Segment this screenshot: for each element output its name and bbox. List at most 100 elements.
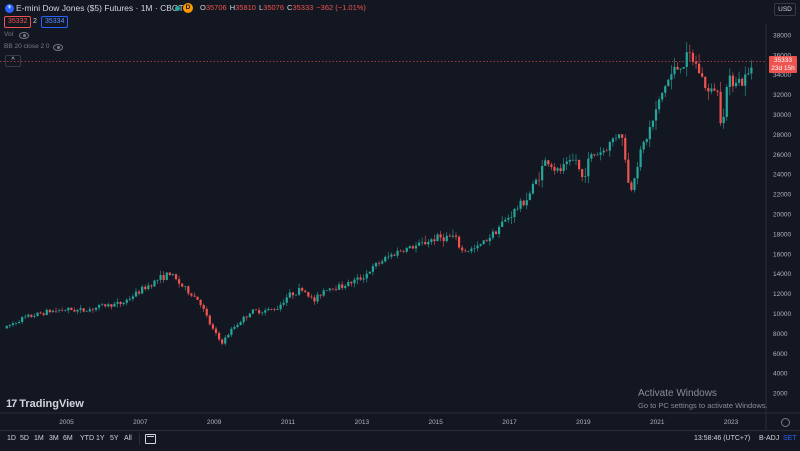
x-tick-label: 2021 [650,419,665,426]
buy-button[interactable]: 35334 [41,16,69,28]
candle-body [76,309,79,312]
candle-body [581,169,584,177]
bottom-toolbar [0,430,800,451]
calendar-icon[interactable] [145,434,156,444]
candle-body [510,217,513,218]
candle-body [316,294,319,302]
gear-icon[interactable] [781,418,790,427]
price-axis[interactable]: 2000 4000 6000 8000 10000 12000 14000 16000 1800… [773,32,791,397]
back-adjust-toggle[interactable]: B-ADJ [759,435,780,442]
timeframe-button-1m[interactable]: 1M [34,435,44,442]
candle-body [245,316,248,318]
eye-icon[interactable] [19,32,29,39]
candle-body [270,308,273,310]
candle-body [654,109,658,121]
candle-body [224,337,227,344]
ohlc-key: H [229,3,236,12]
x-tick-label: 2009 [207,419,222,426]
candle-body [350,282,353,284]
timeframe-button-ytd[interactable]: YTD [80,435,94,442]
candle-body [221,339,224,344]
candle-body [313,297,316,302]
eye-icon[interactable] [53,44,63,51]
candle-body [97,304,101,308]
candle-body [5,325,8,329]
ohlc-values: O35706 H35810 L35076 C35333 −362 (−1.01%) [200,3,369,12]
bb-indicator-label[interactable]: BB 20 close 2 0 [4,43,50,50]
candle-body [633,178,636,190]
y-tick-label: 36000 [773,52,791,59]
candle-body [473,248,476,249]
delayed-badge[interactable]: D [183,3,193,13]
candle-body [88,309,91,312]
candle-body [113,303,116,307]
ohlc-key: C [287,3,293,12]
last-price-value: 35333 [773,57,793,64]
candle-body [328,288,331,291]
candle-body [261,312,264,314]
candle-body [424,241,427,245]
candle-body [725,87,728,117]
collapse-legend-button[interactable]: ^ [5,55,21,67]
timeframe-button-1d[interactable]: 1D [7,435,16,442]
candle-body [685,52,688,68]
timeframe-button-5y[interactable]: 5Y [110,435,119,442]
y-tick-label: 12000 [773,291,791,298]
timeframe-button-3m[interactable]: 3M [49,435,59,442]
candle-body [528,193,531,201]
activate-windows-title: Activate Windows [638,388,717,399]
sell-button[interactable]: 35332 [4,16,32,28]
candle-body [599,152,602,155]
volume-indicator-label[interactable]: Vol [4,31,14,38]
symbol-title[interactable]: E-mini Dow Jones ($5) Futures · 1M · CBO… [16,3,184,13]
candle-body [405,248,408,252]
candle-body [719,91,722,124]
candle-body [359,277,362,280]
candle-body [442,237,445,242]
candle-body [177,279,181,284]
candle-body [497,226,501,235]
candle-body [636,167,639,179]
clock-time[interactable]: 13:58:46 (UTC+7) [694,435,751,442]
candle-body [590,154,593,159]
candle-body [747,73,750,75]
x-tick-label: 2013 [355,419,370,426]
settlement-toggle[interactable]: SET [783,435,797,442]
candle-body [365,273,368,279]
candle-body [387,256,390,258]
timeframe-button-6m[interactable]: 6M [63,435,73,442]
timeframe-button-all[interactable]: All [124,435,132,442]
time-axis[interactable]: 2005 2007 2009 2011 2013 2015 2017 2019 2021 2023 [59,419,738,426]
tradingview-logo[interactable]: 17 TradingView [6,398,84,410]
candle-body [602,150,605,153]
candle-body [390,254,393,257]
candle-body [408,246,411,249]
y-tick-label: 32000 [773,92,791,99]
candle-body [236,324,239,327]
candle-body [697,63,701,74]
candle-body [630,182,633,190]
candle-body [516,208,519,210]
timeframe-button-5d[interactable]: 5D [20,435,29,442]
candle-body [288,292,291,298]
candle-body [421,241,424,243]
currency-selector[interactable]: USD [774,3,796,16]
activate-windows-subtitle: Go to PC settings to activate Windows. [638,401,768,410]
candle-body [399,250,402,252]
candle-body [476,245,479,249]
candle-body [156,279,159,281]
candle-body [584,176,587,177]
candle-body [439,234,442,238]
candle-body [17,322,21,323]
last-price-label: 35333 23d 15h [769,56,797,73]
candle-body [171,274,175,276]
candle-body [464,250,467,252]
candle-body [8,324,11,326]
candle-body [125,299,128,303]
candle-body [91,309,95,310]
candle-body [651,120,655,127]
candle-body [70,307,73,311]
timeframe-button-1y[interactable]: 1Y [96,435,105,442]
candle-body [14,322,18,324]
